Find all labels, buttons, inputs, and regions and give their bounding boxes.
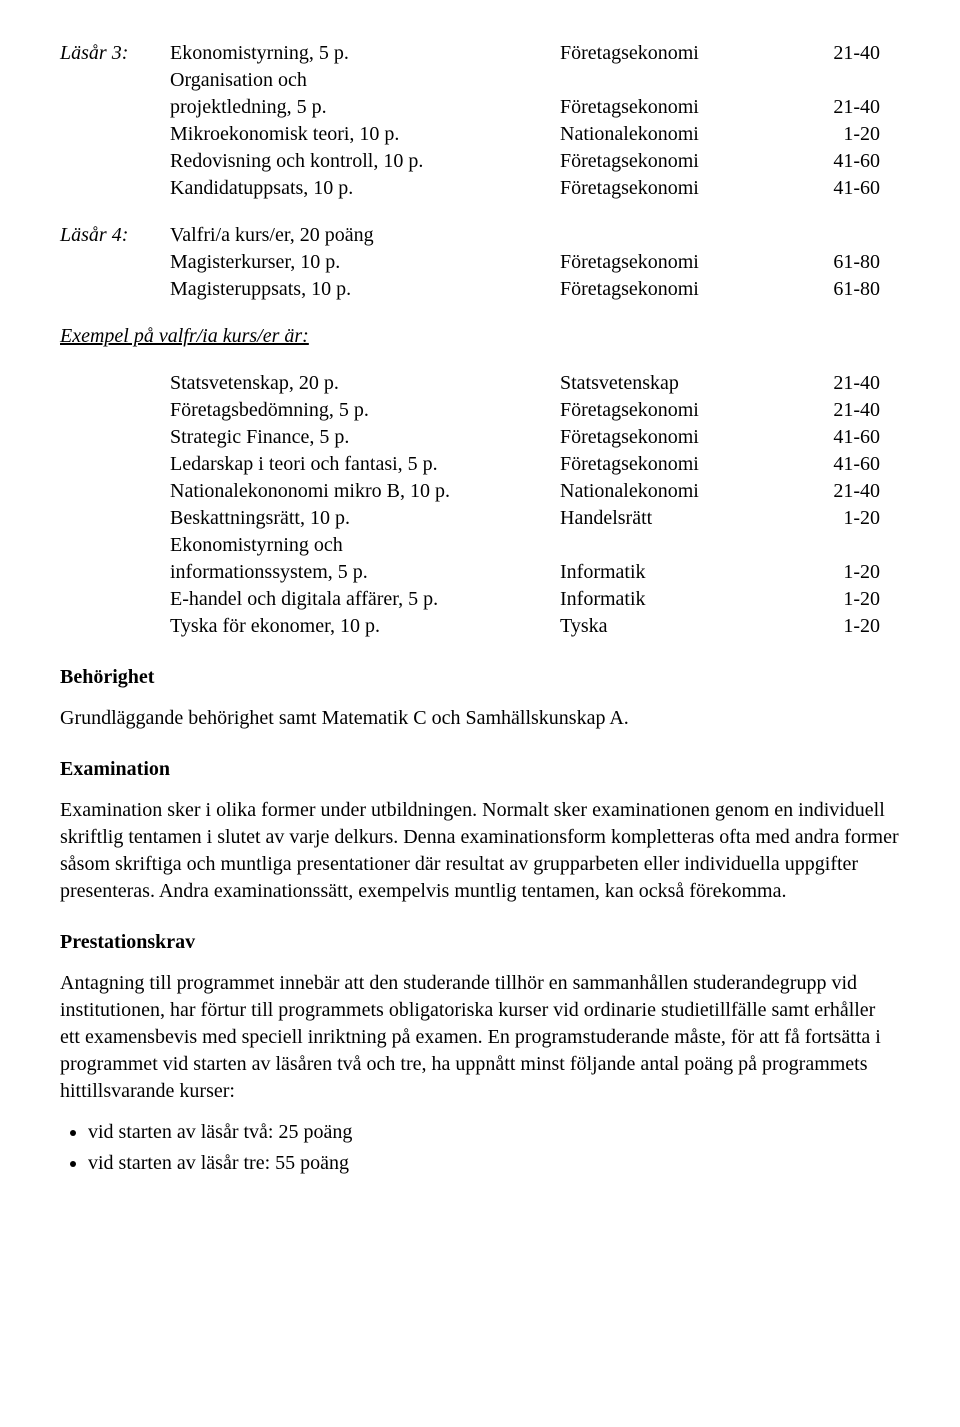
course-range: 1-20 <box>810 586 880 613</box>
course-name: Företagsbedömning, 5 p. <box>170 397 560 424</box>
course-name: Magisterkurser, 10 p. <box>170 249 560 276</box>
course-name: Statsvetenskap, 20 p. <box>170 370 560 397</box>
table-row: projektledning, 5 p. Företagsekonomi 21-… <box>60 94 900 121</box>
document-page: Läsår 3: Ekonomistyrning, 5 p. Företagse… <box>0 0 960 1241</box>
course-range: 21-40 <box>810 40 880 67</box>
year-label: Läsår 3: <box>60 40 170 67</box>
course-name: Strategic Finance, 5 p. <box>170 424 560 451</box>
course-name: Valfri/a kurs/er, 20 poäng <box>170 222 560 249</box>
eligibility-text: Grundläggande behörighet samt Matematik … <box>60 705 900 732</box>
requirements-text: Antagning till programmet innebär att de… <box>60 970 900 1105</box>
course-range: 21-40 <box>810 94 880 121</box>
table-row: Företagsbedömning, 5 p. Företagsekonomi … <box>170 397 900 424</box>
course-subject: Företagsekonomi <box>560 40 810 67</box>
table-row: Mikroekonomisk teori, 10 p. Nationalekon… <box>60 121 900 148</box>
table-row: Ledarskap i teori och fantasi, 5 p. Före… <box>170 451 900 478</box>
course-name: Tyska för ekonomer, 10 p. <box>170 613 560 640</box>
course-range: 21-40 <box>810 478 880 505</box>
course-range: 1-20 <box>810 613 880 640</box>
table-row: Redovisning och kontroll, 10 p. Företags… <box>60 148 900 175</box>
year3-block: Läsår 3: Ekonomistyrning, 5 p. Företagse… <box>60 40 900 202</box>
course-subject: Företagsekonomi <box>560 249 810 276</box>
course-subject: Företagsekonomi <box>560 451 810 478</box>
table-row: Organisation och <box>60 67 900 94</box>
course-subject: Handelsrätt <box>560 505 810 532</box>
course-subject: Tyska <box>560 613 810 640</box>
table-row: E-handel och digitala affärer, 5 p. Info… <box>170 586 900 613</box>
course-name: Mikroekonomisk teori, 10 p. <box>170 121 560 148</box>
course-range: 21-40 <box>810 397 880 424</box>
optional-heading: Exempel på valfr/ia kurs/er är: <box>60 323 900 350</box>
table-row: Ekonomistyrning och <box>170 532 900 559</box>
course-subject: Nationalekonomi <box>560 121 810 148</box>
course-range: 41-60 <box>810 148 880 175</box>
eligibility-heading: Behörighet <box>60 664 900 691</box>
table-row: Tyska för ekonomer, 10 p. Tyska 1-20 <box>170 613 900 640</box>
course-name: informationssystem, 5 p. <box>170 559 560 586</box>
table-row: Strategic Finance, 5 p. Företagsekonomi … <box>170 424 900 451</box>
course-subject: Informatik <box>560 586 810 613</box>
course-subject: Företagsekonomi <box>560 148 810 175</box>
course-name: Beskattningsrätt, 10 p. <box>170 505 560 532</box>
year4-block: Läsår 4: Valfri/a kurs/er, 20 poäng Magi… <box>60 222 900 303</box>
year-label: Läsår 4: <box>60 222 170 249</box>
table-row: Läsår 3: Ekonomistyrning, 5 p. Företagse… <box>60 40 900 67</box>
course-range: 21-40 <box>810 370 880 397</box>
table-row: Statsvetenskap, 20 p. Statsvetenskap 21-… <box>170 370 900 397</box>
table-row: Magisterkurser, 10 p. Företagsekonomi 61… <box>60 249 900 276</box>
course-subject: Statsvetenskap <box>560 370 810 397</box>
list-item: vid starten av läsår två: 25 poäng <box>88 1119 900 1146</box>
course-name: Nationalekononomi mikro B, 10 p. <box>170 478 560 505</box>
course-name: Kandidatuppsats, 10 p. <box>170 175 560 202</box>
course-range: 41-60 <box>810 424 880 451</box>
course-range: 61-80 <box>810 249 880 276</box>
course-name: Organisation och <box>170 67 560 94</box>
course-name: Ledarskap i teori och fantasi, 5 p. <box>170 451 560 478</box>
table-row: Beskattningsrätt, 10 p. Handelsrätt 1-20 <box>170 505 900 532</box>
table-row: informationssystem, 5 p. Informatik 1-20 <box>170 559 900 586</box>
examination-heading: Examination <box>60 756 900 783</box>
table-row: Läsår 4: Valfri/a kurs/er, 20 poäng <box>60 222 900 249</box>
table-row: Kandidatuppsats, 10 p. Företagsekonomi 4… <box>60 175 900 202</box>
course-range: 41-60 <box>810 451 880 478</box>
course-range: 41-60 <box>810 175 880 202</box>
course-range: 1-20 <box>810 121 880 148</box>
course-range: 1-20 <box>810 505 880 532</box>
course-range: 1-20 <box>810 559 880 586</box>
course-subject: Företagsekonomi <box>560 94 810 121</box>
course-name: E-handel och digitala affärer, 5 p. <box>170 586 560 613</box>
table-row: Magisteruppsats, 10 p. Företagsekonomi 6… <box>60 276 900 303</box>
optional-block: Statsvetenskap, 20 p. Statsvetenskap 21-… <box>170 370 900 640</box>
course-subject: Företagsekonomi <box>560 175 810 202</box>
course-subject: Nationalekonomi <box>560 478 810 505</box>
examination-text: Examination sker i olika former under ut… <box>60 797 900 905</box>
requirements-bullets: vid starten av läsår två: 25 poäng vid s… <box>60 1119 900 1177</box>
course-name: Magisteruppsats, 10 p. <box>170 276 560 303</box>
course-subject: Företagsekonomi <box>560 424 810 451</box>
list-item: vid starten av läsår tre: 55 poäng <box>88 1150 900 1177</box>
course-name: Ekonomistyrning och <box>170 532 560 559</box>
requirements-heading: Prestationskrav <box>60 929 900 956</box>
course-name: projektledning, 5 p. <box>170 94 560 121</box>
course-subject: Företagsekonomi <box>560 397 810 424</box>
course-subject: Företagsekonomi <box>560 276 810 303</box>
course-name: Ekonomistyrning, 5 p. <box>170 40 560 67</box>
course-subject: Informatik <box>560 559 810 586</box>
course-name: Redovisning och kontroll, 10 p. <box>170 148 560 175</box>
table-row: Nationalekononomi mikro B, 10 p. Nationa… <box>170 478 900 505</box>
course-range: 61-80 <box>810 276 880 303</box>
